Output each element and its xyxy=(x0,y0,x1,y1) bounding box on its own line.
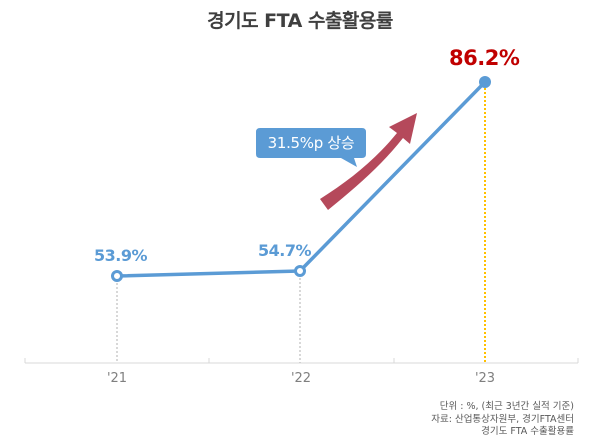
category-label-22: '22 xyxy=(290,371,312,386)
data-point-21 xyxy=(111,270,123,282)
chart-footnote: 단위 : %, (최근 3년간 실적 기준) 자료: 산업통상자원부, 경기FT… xyxy=(431,401,574,439)
unit-note: 단위 : %, (최근 3년간 실적 기준) xyxy=(439,401,574,412)
data-label-22: 54.7% xyxy=(258,241,312,260)
category-label-23: '23 xyxy=(474,371,496,386)
chart-title: 경기도 FTA 수출활용률 xyxy=(207,10,393,32)
category-label-21: '21 xyxy=(106,371,128,386)
caption-note: 경기도 FTA 수출활용률 xyxy=(481,426,574,437)
increase-arrow-icon xyxy=(320,113,417,210)
callout-label: 31.5%p 상승 xyxy=(267,134,355,152)
data-point-22 xyxy=(294,265,306,277)
data-point-23 xyxy=(479,76,491,88)
data-label-21: 53.9% xyxy=(94,246,148,265)
source-note: 자료: 산업통상자원부, 경기FTA센터 xyxy=(431,413,574,425)
callout-bubble xyxy=(256,128,366,167)
data-label-23-highlight: 86.2% xyxy=(449,46,520,70)
